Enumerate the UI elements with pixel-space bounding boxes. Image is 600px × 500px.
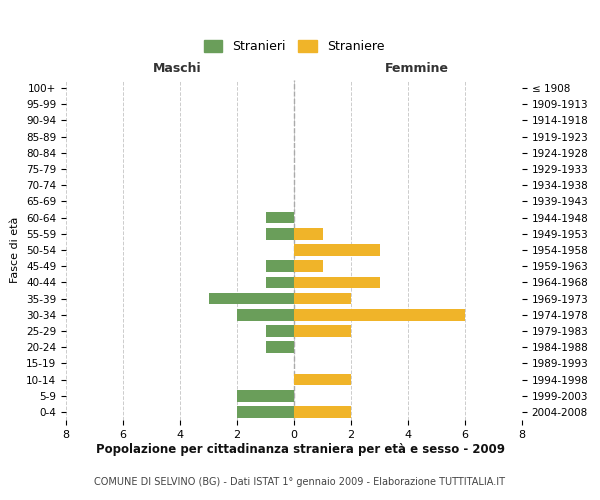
Bar bbox=[294, 292, 351, 304]
Bar bbox=[237, 406, 294, 417]
Y-axis label: Anni di nascita: Anni di nascita bbox=[598, 209, 600, 291]
Bar bbox=[265, 228, 294, 239]
Bar bbox=[294, 325, 351, 337]
Bar bbox=[265, 260, 294, 272]
Text: Popolazione per cittadinanza straniera per età e sesso - 2009: Popolazione per cittadinanza straniera p… bbox=[95, 442, 505, 456]
Bar bbox=[294, 228, 323, 239]
Bar bbox=[265, 325, 294, 337]
Bar bbox=[237, 309, 294, 320]
Text: Maschi: Maschi bbox=[152, 62, 202, 76]
Text: COMUNE DI SELVINO (BG) - Dati ISTAT 1° gennaio 2009 - Elaborazione TUTTITALIA.IT: COMUNE DI SELVINO (BG) - Dati ISTAT 1° g… bbox=[95, 477, 505, 487]
Text: Femmine: Femmine bbox=[385, 62, 449, 76]
Bar bbox=[294, 406, 351, 417]
Legend: Stranieri, Straniere: Stranieri, Straniere bbox=[199, 36, 389, 59]
Bar bbox=[294, 260, 323, 272]
Bar bbox=[237, 390, 294, 402]
Bar bbox=[294, 309, 465, 320]
Bar bbox=[294, 374, 351, 386]
Y-axis label: Fasce di età: Fasce di età bbox=[10, 217, 20, 283]
Bar bbox=[294, 244, 380, 256]
Bar bbox=[209, 292, 294, 304]
Bar bbox=[265, 212, 294, 224]
Bar bbox=[265, 276, 294, 288]
Bar bbox=[294, 276, 380, 288]
Bar bbox=[265, 342, 294, 353]
